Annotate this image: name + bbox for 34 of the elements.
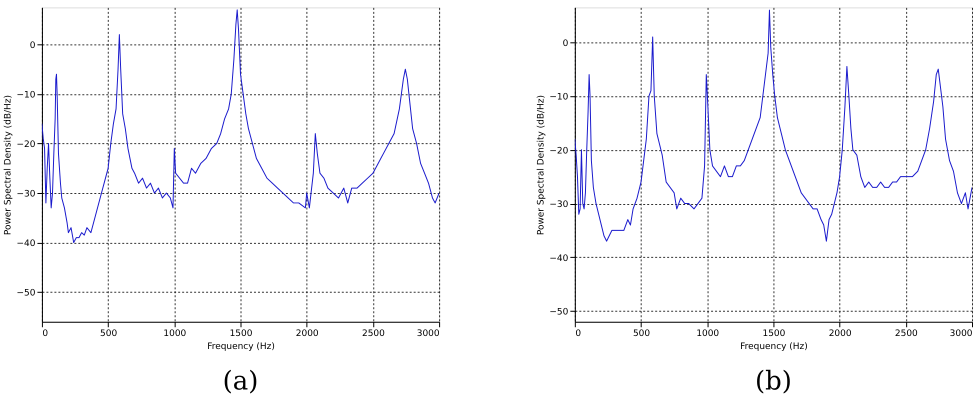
y-tick-label: −40: [549, 254, 569, 264]
y-tick-label: −30: [549, 200, 569, 210]
y-tick-label: −20: [549, 146, 569, 156]
line-series: [42, 9, 440, 244]
x-axis-title: Frequency (Hz): [740, 342, 808, 352]
y-tick-label: −10: [16, 90, 36, 101]
x-tick-label: 2500: [362, 329, 386, 340]
y-tick-label: −10: [549, 92, 569, 103]
y-axis-title: Power Spectral Density (dB/Hz): [3, 95, 14, 236]
x-tick-label: 1500: [762, 329, 786, 340]
x-tick-label: 3000: [950, 329, 973, 340]
x-axis-title: Frequency (Hz): [207, 342, 275, 352]
y-tick-label: −50: [16, 288, 36, 299]
y-tick-label: −30: [16, 190, 36, 200]
x-tick-label: 2000: [828, 329, 852, 340]
x-tick-label: 1000: [163, 329, 187, 340]
x-tick-label: 0: [42, 329, 48, 340]
x-tick-label: 2500: [894, 329, 918, 340]
text: (b): [755, 366, 792, 397]
x-tick-label: 1500: [230, 329, 253, 340]
y-tick-label: −50: [549, 307, 569, 318]
y-tick-label: −40: [16, 239, 36, 250]
x-tick-label: 2000: [296, 329, 319, 340]
y-tick-label: 0: [30, 41, 36, 52]
x-tick-label: 0: [575, 329, 582, 340]
x-tick-label: 500: [100, 329, 118, 340]
x-tick-label: 500: [632, 329, 650, 340]
line-series: [574, 10, 972, 242]
y-tick-label: 0: [562, 38, 569, 49]
y-axis-title: Power Spectral Density (dB/Hz): [536, 95, 546, 236]
text: (a): [222, 366, 258, 397]
x-tick-label: 3000: [416, 329, 440, 340]
x-tick-label: 1000: [696, 329, 720, 340]
y-tick-label: −20: [16, 140, 36, 150]
